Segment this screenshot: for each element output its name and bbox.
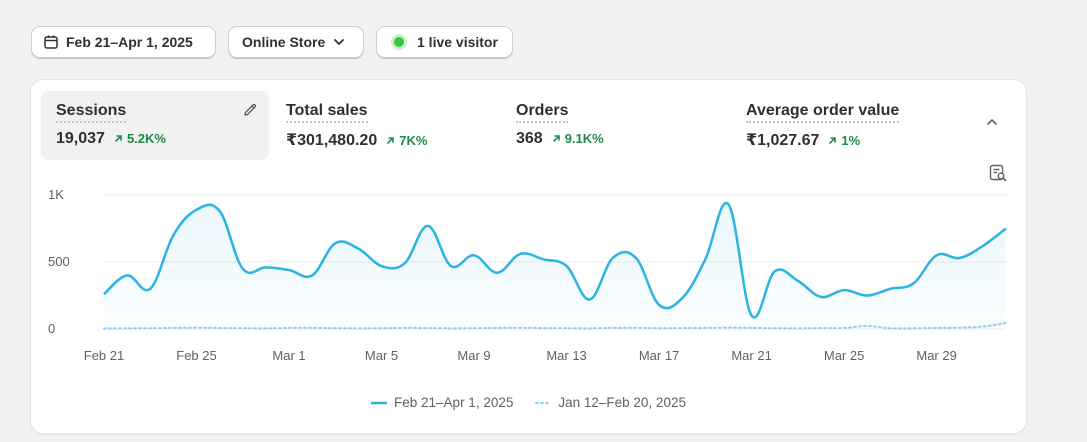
y-tick-label: 1K (48, 187, 64, 202)
x-tick-label: Mar 21 (731, 348, 771, 363)
metric-average-order-value[interactable]: Average order value ₹1,027.67 1% (731, 91, 959, 160)
chart-legend: Feb 21–Apr 1, 2025 Jan 12–Feb 20, 2025 (31, 395, 1026, 410)
legend-label: Feb 21–Apr 1, 2025 (394, 395, 514, 410)
metric-sessions[interactable]: Sessions 19,037 5.2K% (41, 91, 269, 160)
x-tick-label: Mar 25 (824, 348, 864, 363)
legend-swatch-solid (371, 401, 388, 404)
series-area-current (104, 202, 1006, 329)
arrow-up-right-icon (115, 135, 122, 142)
metric-delta-value: 7K% (399, 133, 428, 148)
chevron-down-icon (333, 36, 345, 48)
pencil-icon[interactable] (242, 102, 258, 123)
metric-delta: 7K% (386, 133, 427, 148)
legend-item-comparison[interactable]: Jan 12–Feb 20, 2025 (535, 395, 686, 410)
arrow-up-right-icon (387, 137, 395, 144)
x-tick-label: Mar 13 (546, 348, 586, 363)
metric-total-sales[interactable]: Total sales ₹301,480.20 7K% (271, 91, 499, 160)
date-range-button[interactable]: Feb 21–Apr 1, 2025 (31, 26, 216, 58)
x-tick-label: Mar 9 (457, 348, 490, 363)
y-tick-label: 0 (48, 321, 55, 336)
live-visitors-label: 1 live visitor (417, 34, 498, 50)
metric-delta-value: 9.1K% (564, 131, 604, 146)
legend-label: Jan 12–Feb 20, 2025 (558, 395, 686, 410)
sessions-chart: 0 500 1K Feb 21 Feb 25 Mar 1 Mar 5 Mar 9 Mar 13 M… (48, 187, 1007, 363)
x-tick-label: Mar 29 (916, 348, 956, 363)
legend-swatch-dotted (535, 401, 552, 404)
metric-delta: 1% (828, 133, 860, 148)
x-tick-label: Feb 21 (84, 348, 124, 363)
analytics-card: 0 500 1K Feb 21 Feb 25 Mar 1 Mar 5 Mar 9 Mar 13 M… (31, 80, 1026, 433)
metric-label: Orders (516, 101, 569, 123)
channel-label: Online Store (242, 34, 326, 50)
calendar-icon (43, 34, 59, 50)
x-tick-label: Mar 17 (639, 348, 679, 363)
y-tick-label: 500 (48, 254, 70, 269)
chevron-up-icon[interactable] (984, 114, 1000, 135)
metric-label: Average order value (746, 101, 900, 123)
metric-value: ₹301,480.20 (286, 132, 378, 149)
metric-label: Sessions (56, 101, 127, 123)
explore-icon[interactable] (988, 163, 1008, 188)
arrow-up-right-icon (829, 137, 837, 144)
metric-delta: 9.1K% (552, 131, 604, 146)
live-visitors-button[interactable]: 1 live visitor (376, 26, 513, 58)
series-line-current (103, 201, 1007, 319)
metric-delta-value: 1% (841, 133, 861, 148)
metric-delta: 5.2K% (114, 131, 166, 146)
arrow-up-right-icon (552, 135, 560, 142)
metric-orders[interactable]: Orders 368 9.1K% (501, 91, 729, 160)
metric-delta-value: 5.2K% (126, 131, 166, 146)
legend-item-current[interactable]: Feb 21–Apr 1, 2025 (371, 395, 513, 410)
metric-value: ₹1,027.67 (746, 132, 820, 149)
x-tick-label: Mar 1 (272, 348, 305, 363)
live-dot-icon (394, 37, 404, 47)
metric-value: 19,037 (56, 130, 105, 147)
x-tick-label: Feb 25 (176, 348, 216, 363)
channel-select-button[interactable]: Online Store (228, 26, 364, 58)
metric-value: 368 (516, 130, 543, 147)
series-line-comparison (103, 321, 1007, 330)
date-range-label: Feb 21–Apr 1, 2025 (66, 34, 193, 50)
metric-label: Total sales (286, 101, 368, 123)
x-tick-label: Mar 5 (365, 348, 398, 363)
